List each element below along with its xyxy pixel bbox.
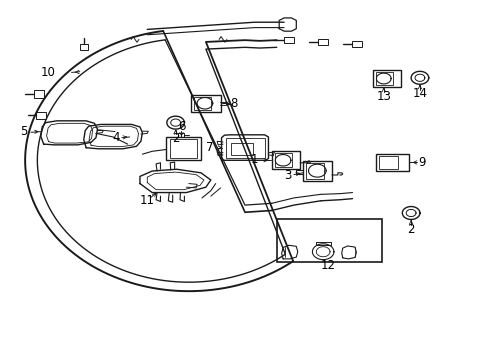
Text: 13: 13 bbox=[376, 90, 391, 103]
Bar bbox=[376, 154, 409, 171]
Bar bbox=[303, 161, 332, 181]
Bar bbox=[170, 139, 197, 158]
Text: 4: 4 bbox=[112, 131, 120, 144]
Bar bbox=[275, 153, 292, 167]
Bar bbox=[379, 156, 398, 169]
Bar bbox=[191, 95, 220, 112]
Text: 14: 14 bbox=[413, 87, 427, 100]
Bar bbox=[277, 220, 382, 262]
Bar bbox=[36, 112, 46, 119]
Bar bbox=[272, 151, 300, 169]
Bar bbox=[226, 138, 265, 158]
Bar bbox=[284, 37, 294, 43]
Text: 11: 11 bbox=[140, 194, 155, 207]
Text: 12: 12 bbox=[320, 259, 336, 272]
Bar bbox=[194, 97, 211, 110]
Bar bbox=[80, 44, 88, 50]
Bar bbox=[373, 69, 401, 87]
Bar bbox=[34, 90, 44, 98]
Text: 5: 5 bbox=[21, 125, 28, 139]
Text: 1: 1 bbox=[251, 153, 259, 166]
Bar bbox=[318, 39, 328, 45]
Text: 8: 8 bbox=[231, 97, 238, 110]
Bar bbox=[306, 163, 324, 179]
Text: 2: 2 bbox=[407, 222, 415, 236]
Bar bbox=[376, 72, 392, 85]
Bar bbox=[352, 41, 362, 46]
Text: 10: 10 bbox=[41, 66, 56, 79]
Text: 9: 9 bbox=[418, 156, 426, 169]
Bar bbox=[231, 143, 253, 155]
Text: 6: 6 bbox=[178, 121, 185, 134]
Bar bbox=[166, 137, 201, 160]
Text: 7: 7 bbox=[206, 141, 214, 154]
Text: 2: 2 bbox=[172, 131, 179, 145]
Text: 3: 3 bbox=[284, 169, 292, 182]
